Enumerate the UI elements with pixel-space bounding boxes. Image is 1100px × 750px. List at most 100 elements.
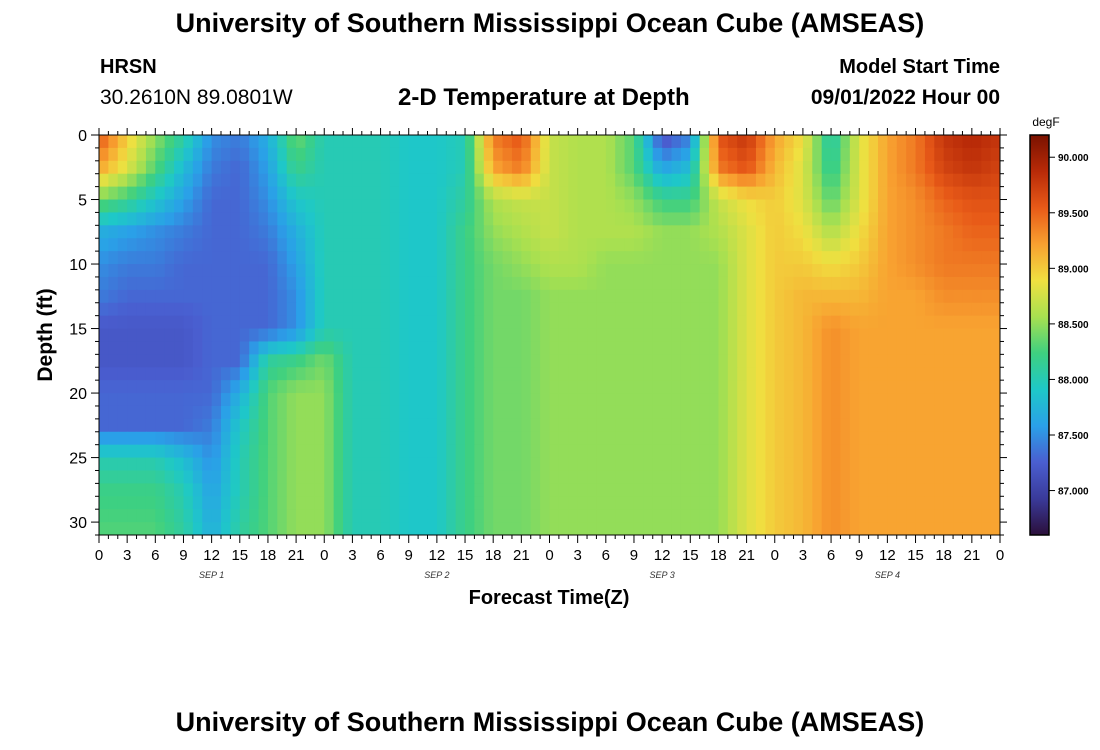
heatmap-cell — [192, 212, 203, 226]
heatmap-cell — [596, 276, 607, 291]
heatmap-cell — [474, 431, 485, 446]
heatmap-cell — [399, 199, 410, 214]
heatmap-cell — [502, 147, 513, 162]
heatmap-cell — [427, 354, 438, 368]
heatmap-cell — [352, 457, 363, 472]
x-axis: 0 3 6 9 12 15 18 21 0 3 6 9 12 15 18 21 0 3 6 9 12 15 18 21 0 3 6 9… — [95, 128, 1004, 580]
heatmap-cell — [361, 315, 372, 330]
heatmap-cell — [399, 264, 410, 278]
heatmap-cell — [765, 160, 776, 175]
heatmap-cell — [108, 418, 119, 433]
heatmap-cell — [568, 418, 579, 433]
heatmap-cell — [784, 199, 795, 214]
heatmap-cell — [784, 509, 795, 523]
heatmap-cell — [577, 496, 588, 510]
heatmap-cell — [230, 251, 241, 265]
heatmap-cell — [802, 367, 813, 381]
heatmap-cell — [305, 380, 316, 394]
heatmap-cell — [577, 328, 588, 343]
heatmap-cell — [436, 212, 447, 226]
heatmap-cell — [540, 431, 551, 446]
heatmap-cell — [643, 212, 654, 226]
heatmap-cell — [296, 328, 307, 343]
heatmap-cell — [812, 160, 823, 175]
heatmap-cell — [877, 238, 888, 252]
heatmap-cell — [380, 405, 391, 420]
heatmap-cell — [633, 264, 644, 278]
heatmap-cell — [596, 509, 607, 523]
heatmap-cell — [784, 135, 795, 149]
heatmap-cell — [436, 251, 447, 265]
heatmap-cell — [755, 212, 766, 226]
heatmap-cell — [981, 186, 992, 201]
heatmap-cell — [624, 186, 635, 201]
heatmap-cell — [286, 225, 297, 239]
heatmap-cell — [802, 354, 813, 368]
heatmap-cell — [643, 393, 654, 407]
heatmap-cell — [286, 509, 297, 523]
heatmap-cell — [314, 354, 325, 368]
heatmap-cell — [765, 380, 776, 394]
heatmap-cell — [145, 302, 156, 317]
heatmap-cell — [202, 315, 213, 330]
heatmap-cell — [990, 302, 1000, 317]
heatmap-cell — [99, 173, 109, 188]
heatmap-cell — [915, 496, 926, 510]
heatmap-cell — [662, 380, 673, 394]
heatmap-cell — [727, 186, 738, 201]
heatmap-cell — [380, 457, 391, 472]
heatmap-cell — [314, 522, 325, 535]
heatmap-cell — [221, 212, 231, 226]
heatmap-cell — [671, 173, 682, 188]
heatmap-cell — [859, 405, 870, 420]
heatmap-cell — [662, 328, 673, 343]
heatmap-cell — [849, 147, 860, 162]
heatmap-cell — [802, 405, 813, 420]
heatmap-cell — [174, 302, 185, 317]
heatmap-cell — [436, 225, 447, 239]
heatmap-cell — [727, 509, 738, 523]
heatmap-cell — [127, 380, 138, 394]
heatmap-cell — [802, 509, 813, 523]
heatmap-cell — [633, 328, 644, 343]
heatmap-cell — [221, 431, 231, 446]
heatmap-cell — [915, 264, 926, 278]
heatmap-cell — [352, 160, 363, 175]
heatmap-cell — [558, 431, 569, 446]
heatmap-cell — [971, 341, 982, 355]
heatmap-cell — [465, 173, 476, 188]
heatmap-cell — [840, 315, 851, 330]
heatmap-cell — [155, 509, 166, 523]
heatmap-cell — [596, 367, 607, 381]
heatmap-cell — [145, 393, 156, 407]
heatmap-cell — [183, 251, 194, 265]
heatmap-cell — [981, 431, 992, 446]
heatmap-cell — [221, 496, 231, 510]
heatmap-cell — [568, 289, 579, 304]
heatmap-cell — [859, 289, 870, 304]
heatmap-cell — [981, 238, 992, 252]
heatmap-cell — [793, 522, 804, 535]
heatmap-cell — [643, 483, 654, 497]
heatmap-cell — [455, 212, 466, 226]
heatmap-cell — [962, 405, 973, 420]
heatmap-cell — [680, 405, 691, 420]
heatmap-cell — [934, 393, 945, 407]
heatmap-cell — [483, 264, 494, 278]
heatmap-cell — [633, 199, 644, 214]
heatmap-cell — [906, 367, 917, 381]
heatmap-cell — [277, 444, 288, 459]
heatmap-cell — [286, 418, 297, 433]
heatmap-cell — [793, 328, 804, 343]
heatmap-cell — [324, 147, 335, 162]
heatmap-cell — [896, 431, 907, 446]
heatmap-cell — [887, 444, 898, 459]
heatmap-cell — [680, 380, 691, 394]
heatmap-cell — [314, 238, 325, 252]
heatmap-cell — [117, 289, 128, 304]
heatmap-cell — [446, 431, 457, 446]
heatmap-cell — [117, 509, 128, 523]
heatmap-cell — [183, 328, 194, 343]
heatmap-cell — [953, 251, 964, 265]
heatmap-cell — [896, 135, 907, 149]
